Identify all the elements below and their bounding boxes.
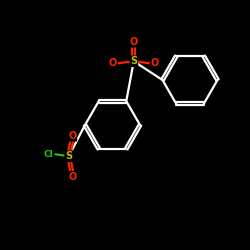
Text: O: O [150,58,159,68]
Text: O: O [68,172,76,182]
Text: O: O [68,131,76,141]
Text: S: S [130,56,137,66]
Text: Cl: Cl [44,150,54,159]
Text: O: O [130,37,138,47]
Text: S: S [65,151,72,161]
Text: O: O [108,58,117,68]
